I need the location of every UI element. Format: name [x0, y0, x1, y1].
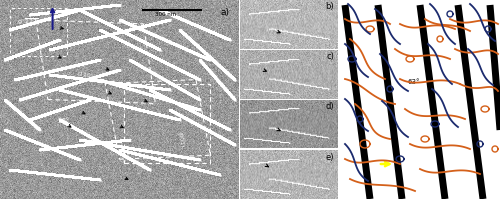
Text: d): d) — [326, 102, 334, 111]
Text: 56°: 56° — [58, 118, 70, 124]
Text: a): a) — [220, 8, 230, 17]
Text: f): f) — [488, 6, 495, 15]
Text: c): c) — [326, 52, 334, 61]
Text: (001): (001) — [177, 131, 184, 148]
Text: b): b) — [326, 2, 334, 11]
Text: g  $\overline{2}\overline{2}\overline{2}$: g $\overline{2}\overline{2}\overline{2}$ — [16, 16, 38, 27]
Text: 63°: 63° — [408, 79, 420, 85]
Text: e): e) — [326, 153, 334, 162]
Text: 300 nm: 300 nm — [156, 12, 176, 17]
Text: (110): (110) — [76, 71, 94, 80]
